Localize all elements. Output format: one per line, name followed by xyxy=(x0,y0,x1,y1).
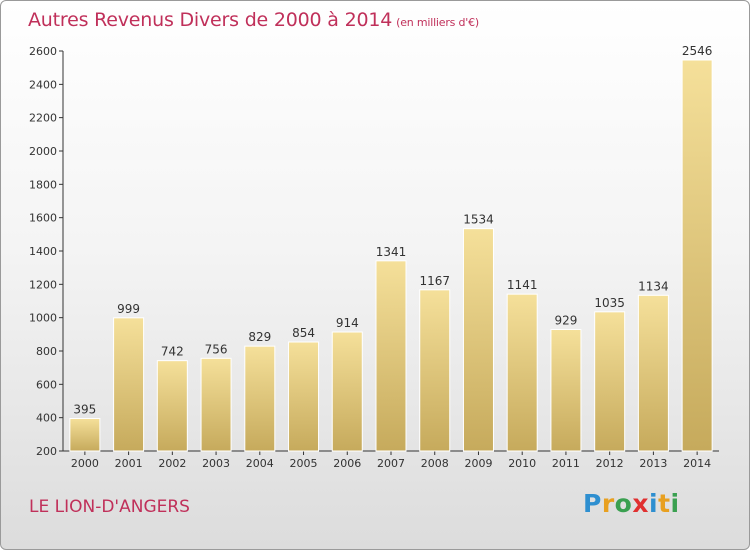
bar-2013 xyxy=(637,294,669,452)
x-tick-label: 2007 xyxy=(377,457,405,470)
value-label-2014: 2546 xyxy=(682,44,713,58)
value-label-2013: 1134 xyxy=(638,279,669,293)
value-label-2011: 929 xyxy=(554,314,577,328)
y-tick-label: 2600 xyxy=(29,45,57,58)
value-label-2002: 742 xyxy=(161,345,184,359)
bar-2008 xyxy=(419,289,451,452)
value-label-2006: 914 xyxy=(336,316,359,330)
value-label-2010: 1141 xyxy=(507,278,538,292)
proxiti-logo: Proxiti xyxy=(583,489,680,518)
bars xyxy=(69,59,713,452)
value-label-2001: 999 xyxy=(117,302,140,316)
x-tick-label: 2003 xyxy=(202,457,230,470)
y-tick-label: 2000 xyxy=(29,145,57,158)
bar-2009 xyxy=(462,228,494,452)
y-tick-label: 800 xyxy=(36,345,57,358)
value-label-2004: 829 xyxy=(248,330,271,344)
chart-title-text: Autres Revenus Divers de 2000 à 2014 xyxy=(28,9,393,31)
value-label-2008: 1167 xyxy=(419,274,450,288)
value-label-2009: 1534 xyxy=(463,213,494,227)
bar-2004 xyxy=(244,345,276,452)
y-tick-label: 1800 xyxy=(29,178,57,191)
chart-title: Autres Revenus Divers de 2000 à 2014 (en … xyxy=(28,9,479,31)
y-tick-label: 400 xyxy=(36,412,57,425)
bar-2010 xyxy=(506,293,538,452)
bar-2005 xyxy=(288,341,320,452)
value-label-2007: 1341 xyxy=(376,245,407,259)
x-tick-label: 2001 xyxy=(115,457,143,470)
logo-letter: t xyxy=(658,489,671,518)
x-tick-label: 2013 xyxy=(639,457,667,470)
x-tick-label: 2006 xyxy=(333,457,361,470)
bar-2012 xyxy=(594,311,626,452)
y-tick-label: 600 xyxy=(36,378,57,391)
bar-2001 xyxy=(113,317,145,452)
value-label-2005: 854 xyxy=(292,326,315,340)
y-tick-label: 1000 xyxy=(29,312,57,325)
x-tick-label: 2012 xyxy=(596,457,624,470)
data-labels: 395 999 742 756 829 854 914 1341 1167 1534 1141 929… xyxy=(73,44,712,417)
y-tick-label: 2200 xyxy=(29,112,57,125)
logo-letter: x xyxy=(632,489,649,518)
bar-2002 xyxy=(156,360,188,452)
bar-2007 xyxy=(375,260,407,452)
logo-letter: i xyxy=(670,489,680,518)
value-label-2000: 395 xyxy=(73,403,96,417)
location-label: LE LION-D'ANGERS xyxy=(29,497,190,517)
x-tick-label: 2002 xyxy=(158,457,186,470)
logo-letter: o xyxy=(614,489,633,518)
chart-subtitle: (en milliers d'€) xyxy=(396,16,480,29)
logo-letter: P xyxy=(583,489,602,518)
bar-2006 xyxy=(331,331,363,452)
y-tick-label: 200 xyxy=(36,445,57,458)
x-tick-label: 2008 xyxy=(421,457,449,470)
x-tick-label: 2005 xyxy=(290,457,318,470)
logo-letter: r xyxy=(601,489,615,518)
value-label-2012: 1035 xyxy=(594,296,625,310)
value-label-2003: 756 xyxy=(205,342,228,356)
bar-2011 xyxy=(550,329,582,452)
y-tick-label: 1600 xyxy=(29,212,57,225)
x-tick-label: 2004 xyxy=(246,457,274,470)
x-tick-label: 2010 xyxy=(508,457,536,470)
x-tick-label: 2000 xyxy=(71,457,99,470)
bar-2003 xyxy=(200,357,232,452)
x-tick-label: 2014 xyxy=(683,457,711,470)
bar-2014 xyxy=(681,59,713,452)
bar-2000 xyxy=(69,418,101,452)
x-tick-label: 2011 xyxy=(552,457,580,470)
y-tick-label: 1200 xyxy=(29,278,57,291)
y-tick-label: 1400 xyxy=(29,245,57,258)
y-tick-label: 2400 xyxy=(29,78,57,91)
x-tick-label: 2009 xyxy=(464,457,492,470)
logo-letter: i xyxy=(649,489,659,518)
